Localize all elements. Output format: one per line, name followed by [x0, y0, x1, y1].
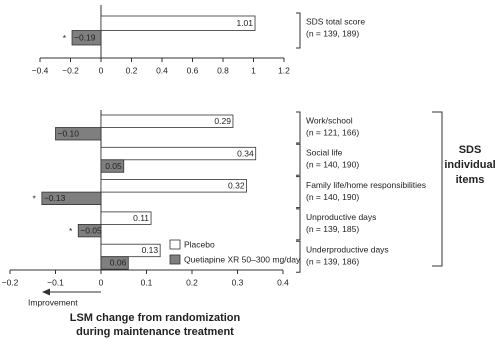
category-label: Unproductive days: [306, 212, 376, 222]
bar: [41, 191, 102, 206]
x-tick-label: 0.3: [232, 277, 244, 287]
category-subtitle: (n = 140, 190): [306, 192, 359, 202]
category-bracket: [296, 176, 301, 209]
category-subtitle: (n = 121, 166): [306, 127, 359, 137]
significance-marker: *: [33, 194, 37, 204]
category-label: Social life: [306, 148, 343, 158]
value-label: −0.05: [80, 225, 102, 235]
x-tick-label: 1.2: [278, 65, 290, 75]
x-tick-label: 0.8: [217, 65, 229, 75]
category-bracket: [296, 111, 301, 144]
category-bracket: [296, 240, 301, 273]
bar: [100, 256, 129, 270]
group-label: items: [456, 174, 485, 186]
x-tick-label: −0.1: [47, 277, 64, 287]
x-tick-label: 0.6: [187, 65, 199, 75]
x-tick-label: −0.2: [62, 65, 79, 75]
x-tick-label: −0.4: [32, 65, 49, 75]
bar: [71, 30, 102, 46]
bar: [100, 114, 234, 128]
category-subtitle: (n = 139, 186): [306, 256, 359, 266]
bar: [100, 179, 248, 193]
category-bracket: [296, 12, 301, 49]
value-label: 1.01: [236, 18, 253, 28]
value-label: 0.06: [110, 258, 127, 268]
x-tick-label: 0.4: [156, 65, 168, 75]
x-tick-label: −0.2: [2, 277, 19, 287]
value-label: 0.13: [142, 245, 159, 255]
category-subtitle: (n = 139, 189): [306, 28, 359, 38]
category-subtitle: (n = 140, 190): [306, 160, 359, 170]
category-label: SDS total score: [306, 16, 365, 26]
bar: [100, 146, 257, 161]
value-label: 0.34: [237, 148, 254, 158]
significance-marker: *: [63, 33, 67, 43]
value-label: −0.10: [58, 129, 80, 139]
significance-marker: *: [69, 226, 73, 236]
bar: [100, 243, 161, 258]
x-tick-label: 0: [99, 65, 104, 75]
legend-label: Quetiapine XR 50–300 mg/day: [184, 254, 301, 264]
x-tick-label: 0.2: [186, 277, 198, 287]
group-bracket: [432, 111, 443, 267]
legend-swatch: [169, 254, 181, 265]
category-label: Underproductive days: [306, 244, 389, 254]
x-axis-title: during maintenance treatment: [76, 326, 234, 338]
value-label: −0.19: [74, 33, 96, 43]
value-label: 0.11: [133, 213, 149, 223]
x-tick-label: 0.1: [141, 277, 153, 287]
x-tick-label: 0: [99, 277, 104, 287]
bar: [55, 127, 102, 141]
bar: [100, 159, 125, 173]
category-bracket: [296, 208, 301, 241]
value-label: 0.29: [214, 116, 231, 126]
category-label: Family life/home responsibilities: [306, 180, 426, 190]
category-subtitle: (n = 139, 185): [306, 224, 359, 234]
value-label: −0.13: [44, 193, 66, 203]
value-label: 0.32: [228, 181, 245, 191]
group-label: SDS: [459, 144, 482, 156]
x-tick-label: 0.2: [126, 65, 138, 75]
bar: [77, 223, 102, 238]
legend-label: Placebo: [184, 239, 215, 249]
x-axis-title: LSM change from randomization: [70, 312, 241, 324]
improvement-arrowhead: [42, 288, 50, 296]
group-label: individual: [444, 159, 495, 171]
value-label: 0.05: [105, 161, 122, 171]
bar: [100, 211, 152, 225]
x-tick-label: 0.4: [277, 277, 289, 287]
category-label: Work/school: [306, 115, 353, 125]
bar: [100, 15, 256, 31]
legend-swatch: [169, 239, 181, 250]
improvement-label: Improvement: [28, 297, 78, 307]
x-tick-label: 1: [251, 65, 256, 75]
category-bracket: [296, 143, 301, 176]
